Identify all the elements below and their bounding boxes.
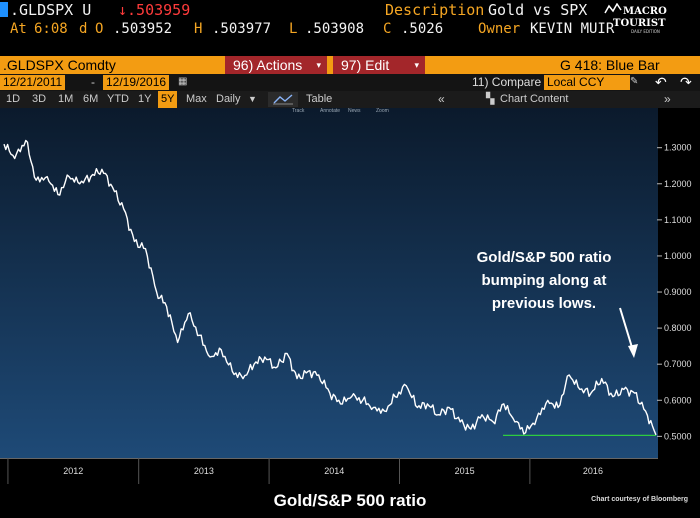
- annotation-group: Gold/S&P 500 ratio bumping along at prev…: [477, 249, 638, 358]
- low-label: L: [289, 21, 298, 37]
- annotation-line-1: Gold/S&P 500 ratio: [477, 249, 612, 266]
- gold-spx-chart: Track Annotate News Zoom 1.3000 1.2000 1.1000…: [0, 108, 700, 458]
- actions-menu[interactable]: 96) Actions ▾: [225, 56, 327, 74]
- logo-line-1: MACRO: [623, 6, 667, 17]
- annotation-line-3: previous lows.: [492, 295, 596, 312]
- timeframe-tabs-row: 1D 3D 1M 6M YTD 1Y 5Y Max Daily ▼ Table …: [0, 91, 700, 108]
- description-label: Description: [385, 1, 485, 19]
- tab-max[interactable]: Max: [186, 93, 207, 105]
- frequency-dropdown-icon[interactable]: ▼: [248, 94, 257, 104]
- mini-toolbar: Track Annotate News Zoom: [292, 108, 389, 114]
- high-label: H: [194, 21, 203, 37]
- actions-label: 96) Actions: [233, 57, 303, 73]
- last-price: ↓.503959: [118, 1, 191, 19]
- y-axis: 1.3000 1.2000 1.1000 1.0000 0.9000 0.8000 0.70…: [657, 143, 692, 441]
- line-chart-icon[interactable]: [268, 92, 298, 107]
- start-date[interactable]: 12/21/2011: [0, 75, 66, 90]
- tab-ytd[interactable]: YTD: [107, 93, 129, 105]
- line-chart-glyph: [273, 94, 293, 105]
- table-toggle[interactable]: Table: [306, 93, 333, 105]
- redo-icon[interactable]: ↷: [680, 74, 692, 90]
- mini-toolbar-zoom: Zoom: [376, 108, 389, 114]
- y-tick-label: 1.2000: [664, 179, 692, 189]
- x-tick-label: 2015: [455, 466, 475, 476]
- y-tick-label: 0.9000: [664, 287, 692, 297]
- undo-icon[interactable]: ↶: [655, 74, 667, 90]
- tab-3d[interactable]: 3D: [32, 93, 47, 105]
- description-value: Gold vs SPX: [488, 1, 588, 19]
- tab-1m[interactable]: 1M: [58, 93, 74, 105]
- chart-area: Track Annotate News Zoom 1.3000 1.2000 1.1000…: [0, 108, 700, 458]
- logo-line-2: TOURIST: [613, 18, 666, 29]
- high-value: .503977: [212, 21, 272, 37]
- open-label: O: [95, 21, 104, 37]
- chart-name: G 418: Blue Bar: [560, 57, 660, 73]
- edit-currency-icon[interactable]: ✎: [630, 76, 639, 87]
- logo-line-3: DAILY EDITION: [631, 29, 660, 34]
- end-date[interactable]: 12/19/2016: [103, 75, 170, 90]
- series-group: [3, 139, 657, 436]
- edit-menu[interactable]: 97) Edit ▾: [333, 56, 425, 74]
- y-tick-label: 0.7000: [664, 359, 692, 369]
- tab-6m[interactable]: 6M: [83, 93, 99, 105]
- owner-value: KEVIN MUIR: [530, 21, 615, 37]
- mini-toolbar-track: Track: [292, 108, 305, 114]
- currency-select[interactable]: Local CCY: [544, 75, 630, 90]
- logo-graphic: MACRO TOURIST DAILY EDITION: [604, 2, 667, 34]
- tab-1d[interactable]: 1D: [6, 93, 21, 105]
- y-tick-label: 1.0000: [664, 251, 692, 261]
- chart-content-button[interactable]: Chart Content: [500, 93, 569, 105]
- ticker-marker: [0, 2, 8, 17]
- security-toolbar: .GLDSPX Comdty 96) Actions ▾ 97) Edit ▾ …: [0, 56, 700, 74]
- chart-content-icon[interactable]: ▚: [486, 93, 495, 105]
- close-label: C: [383, 21, 392, 37]
- tab-1y[interactable]: 1Y: [138, 93, 152, 105]
- tab-5y[interactable]: 5Y: [158, 91, 178, 108]
- actions-dropdown-icon: ▾: [316, 60, 321, 70]
- header-row-1: .GLDSPX U ↓.503959 Description Gold vs S…: [0, 0, 700, 20]
- y-tick-label: 1.3000: [664, 143, 692, 153]
- security-name[interactable]: .GLDSPX Comdty: [3, 57, 116, 73]
- chart-caption: Gold/S&P 500 ratio: [273, 491, 427, 510]
- header-row-2: At 6:08 d O .503952 H .503977 L .503908 …: [0, 20, 700, 39]
- macro-tourist-logo: MACRO TOURIST DAILY EDITION: [601, 2, 667, 35]
- y-tick-label: 1.1000: [664, 215, 692, 225]
- low-value: .503908: [305, 21, 365, 37]
- expand-icon[interactable]: »: [664, 92, 671, 106]
- collapse-icon[interactable]: «: [438, 92, 445, 106]
- y-axis-panel: [658, 108, 700, 458]
- y-tick-label: 0.6000: [664, 395, 692, 405]
- time: 6:08: [34, 21, 68, 37]
- edit-dropdown-icon: ▾: [414, 60, 419, 70]
- chart-credit: Chart courtesy of Bloomberg: [591, 496, 688, 503]
- x-tick-label: 2012: [63, 466, 83, 476]
- close-value: .5026: [401, 21, 444, 37]
- range-separator: -: [91, 75, 95, 89]
- x-axis: 2012 2013 2014 2015 2016: [0, 458, 700, 486]
- x-axis-svg: 2012 2013 2014 2015 2016: [0, 458, 658, 484]
- owner-label: Owner: [478, 21, 521, 37]
- compare-button[interactable]: 11) Compare: [472, 75, 542, 89]
- at-label: At: [10, 21, 27, 37]
- ticker[interactable]: .GLDSPX U: [10, 1, 92, 19]
- plot-background: [0, 108, 658, 458]
- calendar-icon[interactable]: ▦: [178, 76, 188, 87]
- annotation-line-2: bumping along at: [482, 272, 607, 289]
- series-line-0: [3, 139, 657, 436]
- x-tick-label: 2016: [583, 466, 603, 476]
- x-tick-label: 2014: [324, 466, 344, 476]
- y-tick-label: 0.5000: [664, 431, 692, 441]
- x-tick-label: 2013: [194, 466, 214, 476]
- date-range-row: 12/21/2011 - 12/19/2016 ▦ 11) Compare Lo…: [0, 74, 700, 91]
- y-tick-label: 0.8000: [664, 323, 692, 333]
- open-value: .503952: [113, 21, 173, 37]
- mini-toolbar-news: News: [348, 108, 361, 114]
- mini-toolbar-annotate: Annotate: [320, 108, 340, 114]
- annotation-arrow-head: [628, 344, 638, 358]
- d-label: d: [79, 21, 88, 37]
- frequency-select[interactable]: Daily: [216, 93, 241, 105]
- edit-label: 97) Edit: [341, 57, 390, 73]
